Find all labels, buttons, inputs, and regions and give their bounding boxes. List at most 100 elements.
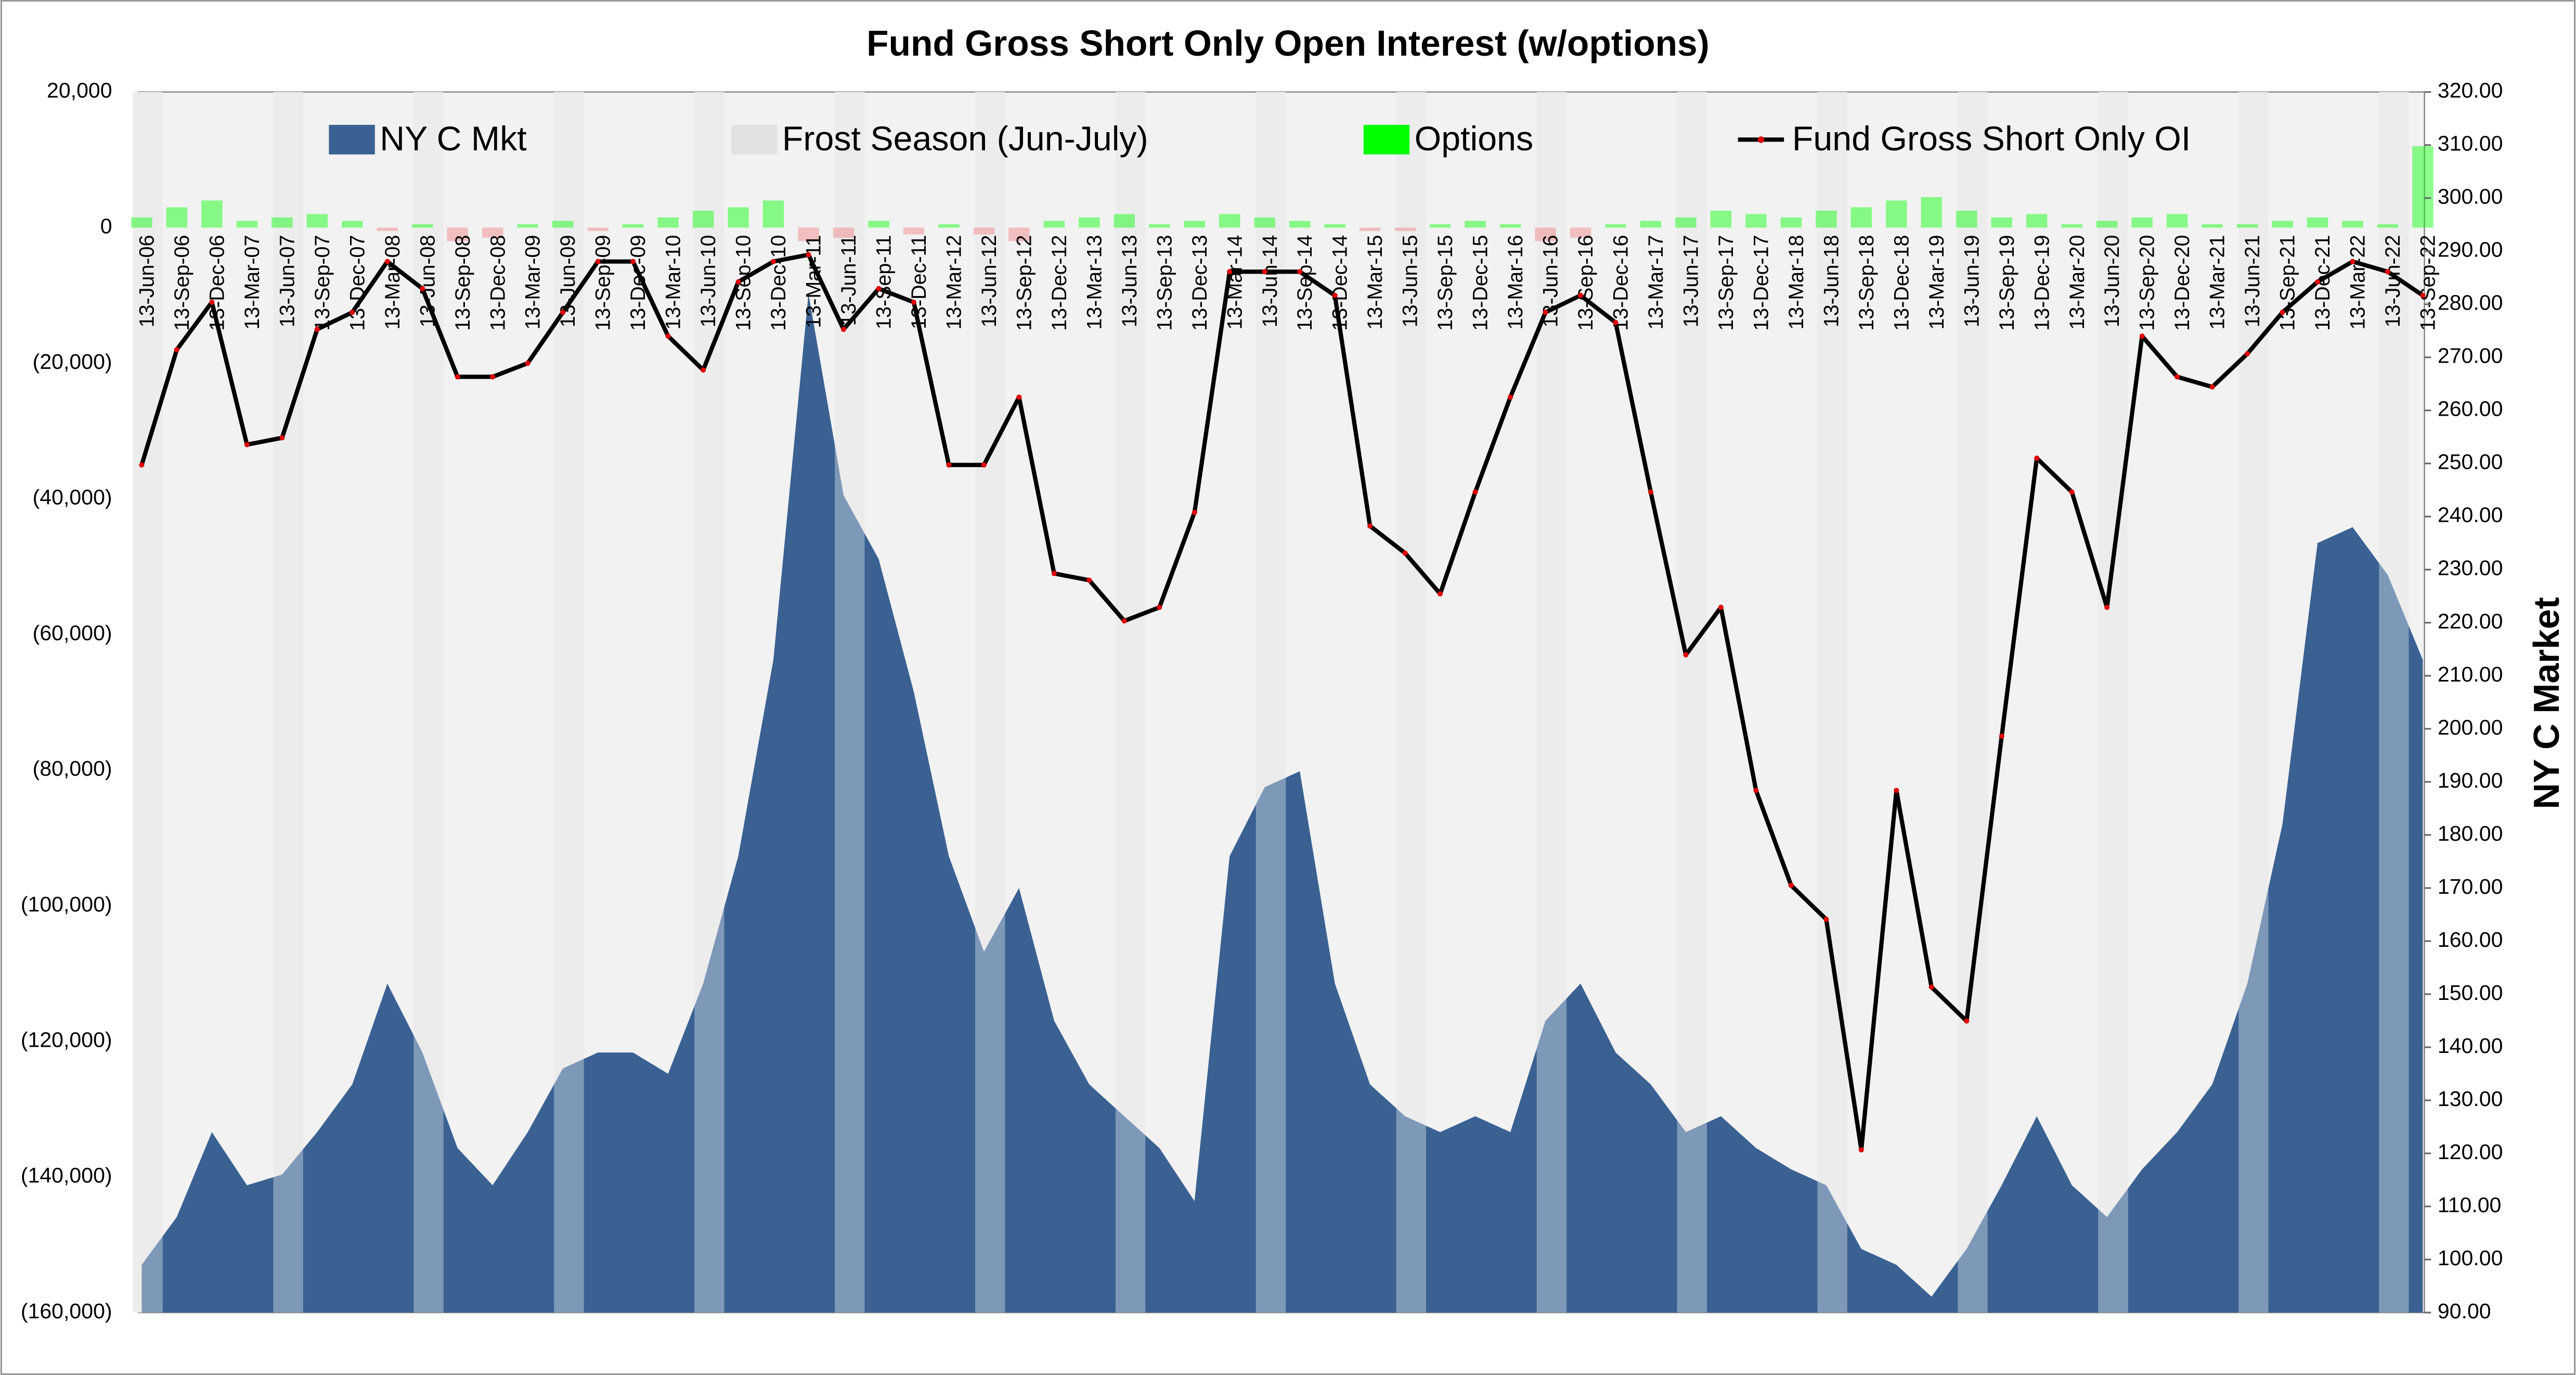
oi-marker xyxy=(2280,310,2285,315)
options-bar xyxy=(482,227,503,238)
y2-tick-label: 100.00 xyxy=(2438,1246,2503,1270)
x-tick-label: 13-Sep-10 xyxy=(732,235,755,331)
oi-marker xyxy=(1683,652,1689,658)
options-bar xyxy=(131,217,152,228)
oi-marker xyxy=(1964,1018,1970,1024)
frost-band xyxy=(1396,92,1427,1313)
x-tick-label: 13-Mar-21 xyxy=(2206,235,2229,330)
x-tick-label: 13-Dec-09 xyxy=(627,235,650,331)
oi-marker xyxy=(1121,618,1127,624)
frost-overlay xyxy=(1255,92,1286,1313)
options-bar xyxy=(2377,224,2399,228)
options-bar xyxy=(201,200,223,228)
oi-marker xyxy=(1613,319,1619,326)
x-tick-label: 13-Dec-19 xyxy=(2030,235,2053,331)
y2-tick-label: 160.00 xyxy=(2438,928,2503,952)
oi-marker xyxy=(1508,394,1513,400)
legend-item: NY C Mkt xyxy=(329,120,527,158)
x-tick-label: 13-Sep-07 xyxy=(311,235,334,331)
oi-marker xyxy=(1332,292,1338,298)
oi-marker xyxy=(701,367,706,373)
options-bar xyxy=(552,221,574,228)
options-bar xyxy=(2131,217,2153,228)
legend-swatch xyxy=(1363,124,1410,155)
x-tick-label: 13-Jun-21 xyxy=(2241,235,2264,328)
x-tick-label: 13-Mar-22 xyxy=(2347,235,2370,330)
oi-marker xyxy=(806,252,811,258)
oi-marker xyxy=(1157,605,1162,610)
options-bar xyxy=(1991,217,2012,228)
frost-overlay xyxy=(273,92,303,1313)
legend-label: Options xyxy=(1415,120,1533,158)
x-tick-label: 13-Mar-13 xyxy=(1083,235,1106,330)
oi-marker xyxy=(455,374,460,380)
options-bar xyxy=(973,227,995,235)
oi-marker xyxy=(1227,269,1233,275)
y2-tick-label: 210.00 xyxy=(2438,662,2503,686)
y-tick-label: (100,000) xyxy=(21,892,112,916)
frost-band xyxy=(273,92,303,1313)
options-bar xyxy=(1254,217,1275,228)
y2-tick-label: 240.00 xyxy=(2438,503,2503,527)
frost-overlay xyxy=(133,92,163,1313)
x-tick-label: 13-Mar-10 xyxy=(662,235,685,330)
x-tick-label: 13-Jun-18 xyxy=(1820,235,1843,328)
options-bar xyxy=(2026,214,2048,228)
options-bar xyxy=(1149,224,1170,228)
x-tick-label: 13-Jun-11 xyxy=(837,235,860,326)
y2-tick-label: 280.00 xyxy=(2438,291,2503,315)
y2-tick-label: 220.00 xyxy=(2438,609,2503,633)
options-bar xyxy=(1675,217,1697,228)
oi-marker xyxy=(911,299,916,305)
options-bar xyxy=(1745,214,1767,228)
options-bar xyxy=(762,200,784,228)
x-tick-label: 13-Dec-17 xyxy=(1750,235,1772,331)
x-tick-label: 13-Sep-20 xyxy=(2136,235,2159,331)
options-bar xyxy=(447,227,468,241)
frost-overlay xyxy=(1536,92,1567,1313)
oi-marker xyxy=(2069,489,2075,495)
x-labels-layer: 13-Jun-06 13-Sep-06 13-Dec-06 13-Mar-07 13-J… xyxy=(135,235,2439,331)
options-bar xyxy=(1640,221,1662,228)
oi-marker xyxy=(1472,489,1478,495)
options-bar xyxy=(1114,214,1135,228)
options-bar xyxy=(868,221,889,228)
x-tick-label: 13-Sep-12 xyxy=(1013,235,1035,331)
x-tick-label: 13-Mar-08 xyxy=(381,235,404,330)
frost-band xyxy=(133,92,163,1313)
legend-item: Fund Gross Short Only OI xyxy=(1738,120,2191,158)
options-bar xyxy=(938,224,960,228)
options-bar xyxy=(2412,146,2433,228)
y2-axis-title: NY C Market xyxy=(2526,597,2567,809)
frost-overlay xyxy=(694,92,724,1313)
options-bar xyxy=(377,227,398,232)
oi-marker xyxy=(2209,384,2215,390)
oi-marker xyxy=(1999,734,2004,739)
options-bar xyxy=(1184,221,1205,228)
oi-marker xyxy=(1718,605,1724,610)
options-bar xyxy=(1079,217,1100,228)
oi-marker xyxy=(1788,882,1794,888)
x-tick-label: 13-Sep-08 xyxy=(451,235,474,331)
oi-marker xyxy=(2104,605,2110,610)
frost-band xyxy=(1677,92,1707,1313)
oi-marker xyxy=(876,286,882,291)
oi-marker xyxy=(1858,1147,1864,1153)
y2-tick-label: 150.00 xyxy=(2438,981,2503,1005)
options-bar xyxy=(1570,227,1591,238)
y2-tick-label: 260.00 xyxy=(2438,397,2503,421)
options-bar xyxy=(833,227,855,238)
y-tick-label: 20,000 xyxy=(47,79,112,102)
y2-tick-label: 110.00 xyxy=(2438,1193,2502,1217)
frost-overlay xyxy=(1396,92,1427,1313)
oi-marker xyxy=(1086,577,1092,583)
frost-overlay xyxy=(1817,92,1847,1313)
oi-marker xyxy=(735,279,741,285)
frost-band xyxy=(2098,92,2128,1313)
frost-band xyxy=(1817,92,1847,1313)
x-tick-label: 13-Dec-15 xyxy=(1469,235,1492,331)
options-bar xyxy=(692,210,714,228)
oi-marker xyxy=(174,347,179,353)
options-bar xyxy=(1850,207,1872,228)
